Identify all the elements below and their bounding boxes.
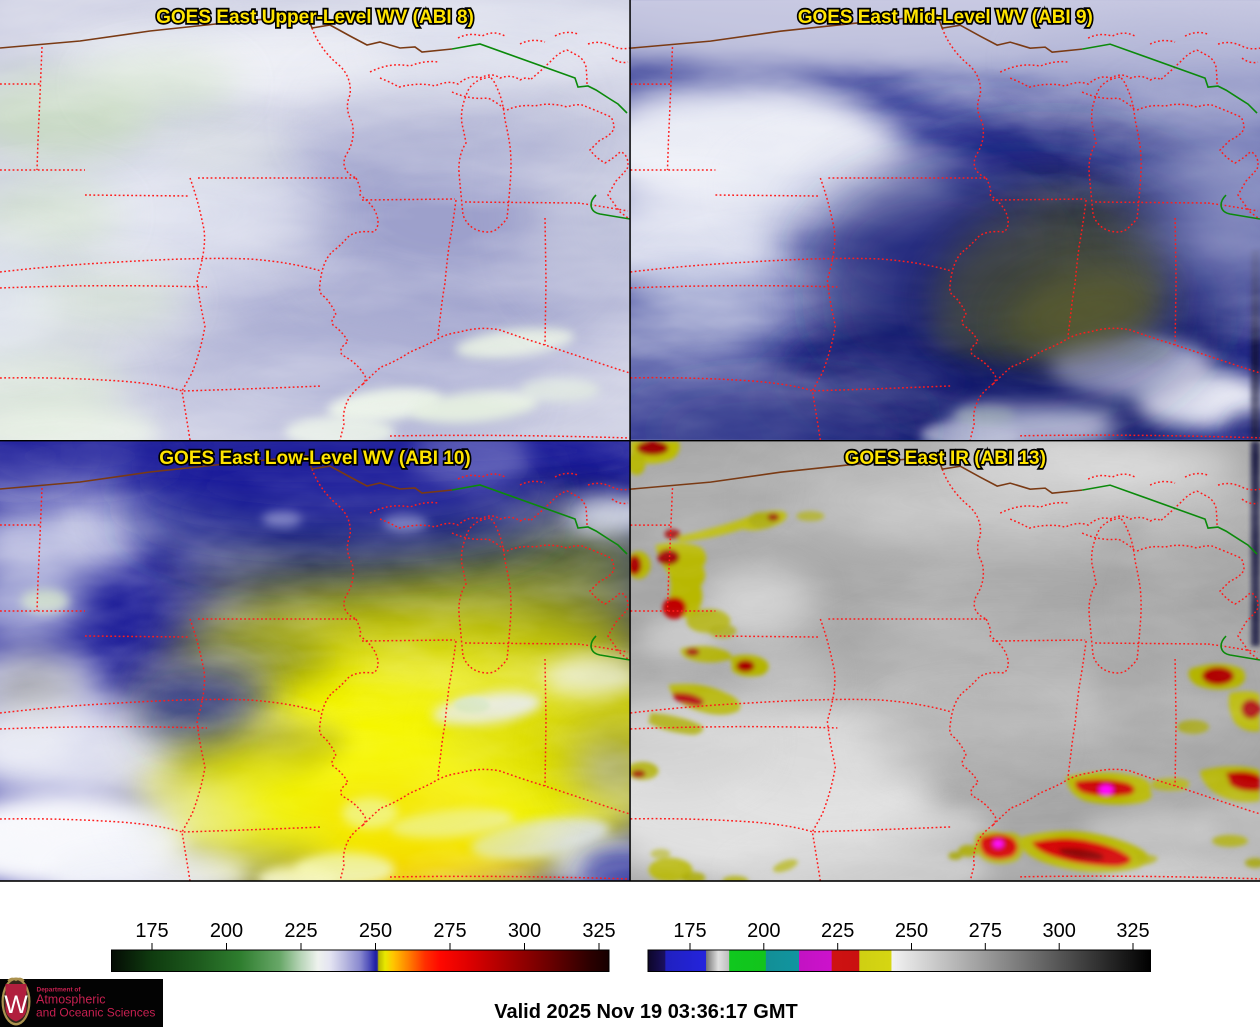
svg-text:250: 250 (895, 920, 928, 942)
svg-text:300: 300 (508, 920, 541, 942)
svg-text:175: 175 (673, 920, 706, 942)
svg-text:325: 325 (582, 920, 615, 942)
svg-text:and Oceanic Sciences: and Oceanic Sciences (36, 1006, 155, 1020)
svg-text:225: 225 (284, 920, 317, 942)
svg-text:GOES East Upper-Level WV (ABI: GOES East Upper-Level WV (ABI 8) (156, 7, 474, 28)
svg-text:225: 225 (821, 920, 854, 942)
svg-text:GOES East Low-Level WV (ABI 10: GOES East Low-Level WV (ABI 10) (159, 448, 470, 469)
svg-text:175: 175 (135, 920, 168, 942)
svg-text:GOES East Mid-Level WV (ABI 9): GOES East Mid-Level WV (ABI 9) (798, 7, 1093, 28)
svg-text:Valid 2025 Nov 19 03:36:17 GMT: Valid 2025 Nov 19 03:36:17 GMT (494, 1001, 798, 1023)
svg-text:200: 200 (747, 920, 780, 942)
svg-text:W: W (4, 991, 28, 1019)
svg-text:325: 325 (1116, 920, 1149, 942)
svg-text:GOES East IR (ABI 13): GOES East IR (ABI 13) (845, 448, 1046, 469)
svg-text:Department of: Department of (37, 987, 82, 994)
svg-text:250: 250 (359, 920, 392, 942)
svg-text:300: 300 (1043, 920, 1076, 942)
svg-text:275: 275 (433, 920, 466, 942)
svg-text:200: 200 (210, 920, 243, 942)
svg-text:Atmospheric: Atmospheric (36, 993, 105, 1007)
svg-text:275: 275 (969, 920, 1002, 942)
